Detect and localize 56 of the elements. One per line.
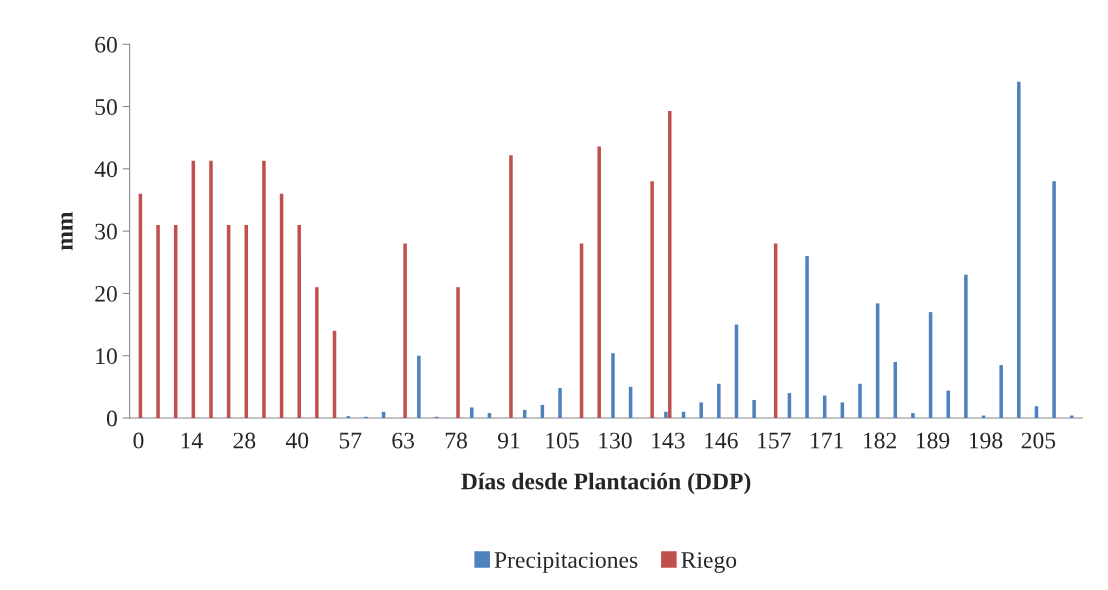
x-tick-label: 57 bbox=[339, 432, 362, 449]
x-tick-label: 78 bbox=[445, 432, 467, 449]
y-tick-label: 60 bbox=[95, 36, 117, 53]
x-tick-label: 91 bbox=[497, 432, 520, 449]
bar bbox=[946, 390, 950, 419]
y-axis-title: mm bbox=[61, 211, 73, 251]
y-tick-label: 10 bbox=[96, 348, 117, 365]
x-tick-label: 63 bbox=[392, 432, 415, 449]
y-tick-label: 20 bbox=[95, 285, 117, 302]
bar bbox=[752, 399, 756, 419]
bar bbox=[964, 274, 968, 419]
x-tick-label: 146 bbox=[705, 432, 738, 449]
x-tick-label: 171 bbox=[811, 432, 843, 449]
bar bbox=[668, 110, 672, 419]
bar bbox=[717, 383, 721, 419]
legend-label: Riego bbox=[681, 552, 737, 573]
bar bbox=[315, 287, 319, 419]
bar bbox=[262, 160, 266, 419]
y-tick-label: 30 bbox=[95, 223, 117, 240]
bar bbox=[858, 383, 862, 419]
x-tick-label: 182 bbox=[863, 432, 896, 449]
bar bbox=[209, 160, 213, 419]
x-tick-label: 189 bbox=[916, 432, 950, 449]
x-tick-label: 40 bbox=[285, 432, 309, 449]
x-tick-label: 130 bbox=[599, 432, 632, 449]
bar bbox=[1052, 181, 1056, 419]
y-tick-label: 0 bbox=[106, 410, 117, 427]
bar bbox=[611, 353, 615, 419]
bar bbox=[297, 224, 301, 419]
bar bbox=[805, 256, 809, 419]
bar bbox=[558, 388, 562, 419]
bar bbox=[664, 411, 668, 419]
x-axis-title: Días desde Plantación (DDP) bbox=[461, 472, 751, 495]
bar bbox=[597, 146, 601, 419]
bar bbox=[699, 402, 703, 419]
bar bbox=[456, 287, 460, 419]
x-tick-label: 143 bbox=[652, 432, 685, 449]
bar bbox=[417, 355, 421, 419]
x-tick-label: 14 bbox=[181, 432, 203, 449]
bar bbox=[156, 224, 160, 419]
x-tick-label: 198 bbox=[969, 432, 1003, 449]
x-tick-label: 0 bbox=[133, 432, 144, 449]
bar bbox=[403, 243, 407, 419]
x-tick-label: 157 bbox=[758, 432, 791, 449]
bar bbox=[911, 413, 915, 419]
bar bbox=[470, 407, 474, 419]
x-tick-label: 105 bbox=[546, 432, 579, 449]
bar bbox=[650, 181, 654, 419]
bar bbox=[999, 365, 1003, 419]
y-tick-label: 40 bbox=[94, 161, 117, 178]
bar bbox=[509, 155, 513, 419]
x-tick-label: 28 bbox=[233, 432, 256, 449]
bar bbox=[1017, 81, 1021, 419]
y-tick-label: 50 bbox=[95, 99, 117, 115]
x-tick-label: 205 bbox=[1021, 432, 1056, 449]
legend-label: Precipitaciones bbox=[494, 552, 638, 573]
